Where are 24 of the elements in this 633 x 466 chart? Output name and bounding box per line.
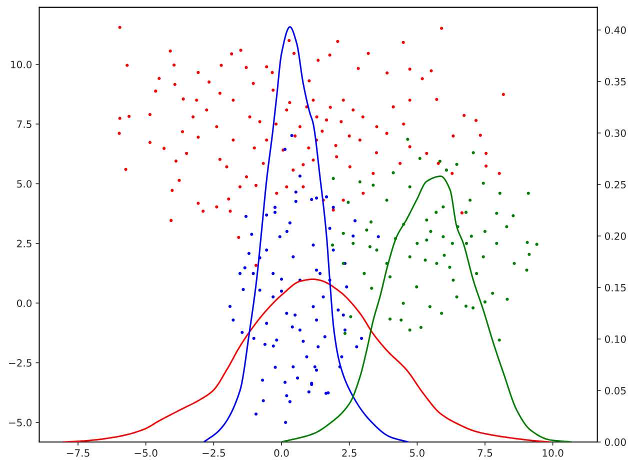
y-tick-label: 2.5 (17, 240, 32, 248)
y-tick-label: −2.5 (9, 359, 32, 367)
y2-tick-label: 0.25 (604, 180, 626, 188)
x-tick-label: 2.5 (342, 449, 356, 457)
x-tick-label: −7.5 (66, 449, 90, 457)
x-tick-label: 7.5 (478, 449, 492, 457)
y2-tick-label: 0.10 (604, 335, 626, 343)
y-tick-label: 10.0 (11, 60, 32, 68)
y2-tick-label: 0.05 (604, 386, 626, 394)
y-tick-label: 0.0 (17, 299, 32, 308)
y2-tick-label: 0.35 (604, 78, 626, 86)
x-tick-label: −2.5 (202, 449, 225, 457)
x-tick-label: 0.0 (274, 449, 289, 457)
y2-tick-label: 0.15 (604, 284, 626, 292)
y2-tick-label: 0.20 (604, 232, 626, 240)
x-tick-label: 5.0 (410, 449, 424, 457)
x-tick-label: 10.0 (542, 449, 564, 457)
x-tick-label: −5.0 (134, 449, 158, 457)
y2-tick-label: 0.40 (604, 26, 626, 34)
y-tick-label: −5.0 (9, 418, 32, 426)
y2-tick-label: 0.30 (604, 129, 626, 137)
y-tick-label: 7.5 (17, 120, 32, 128)
y2-tick-label: 0.00 (604, 438, 626, 446)
y-tick-label: 5.0 (17, 180, 32, 188)
